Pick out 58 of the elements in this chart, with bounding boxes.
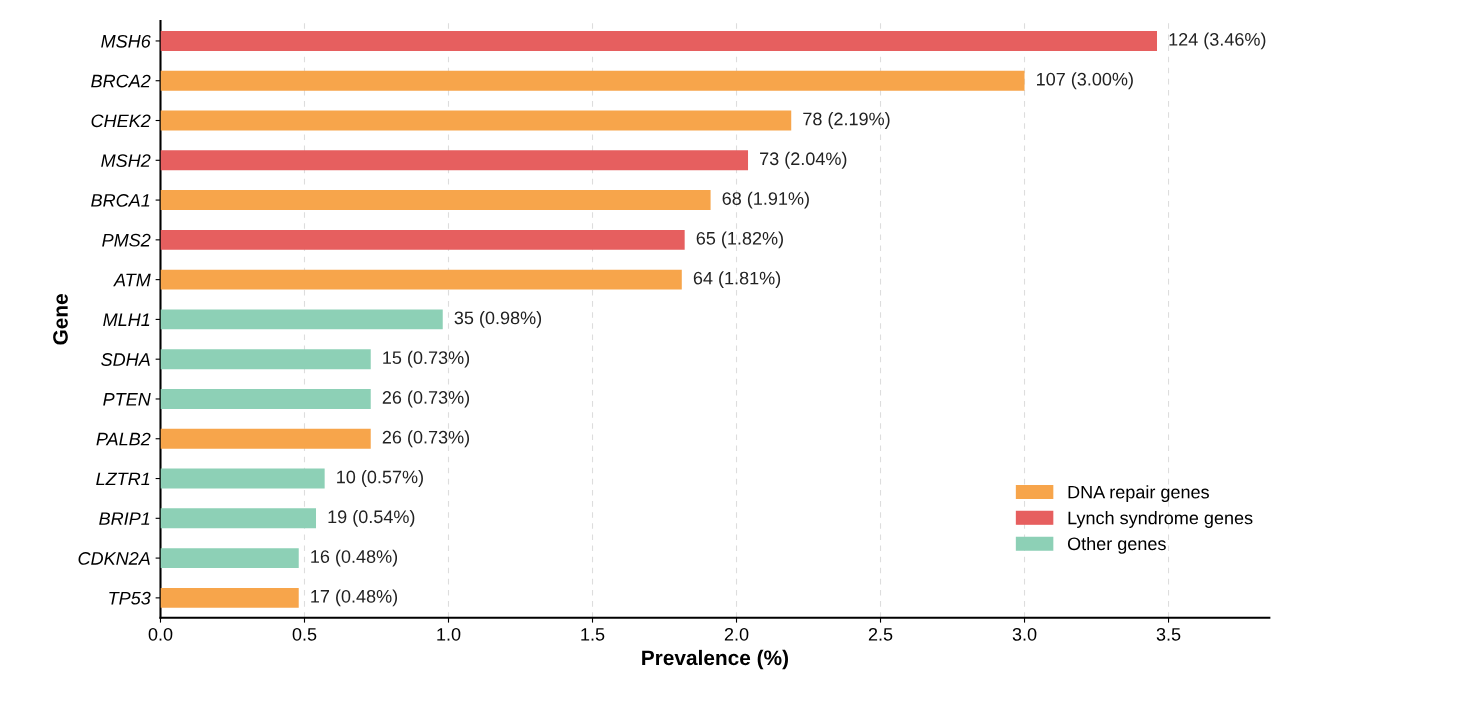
x-tick-label: 3.0 bbox=[1012, 627, 1037, 641]
x-tick-label: 1.5 bbox=[581, 628, 605, 641]
x-tick-label: 0.5 bbox=[292, 627, 317, 641]
data-label: 65 (1.82%) bbox=[696, 231, 783, 249]
x-tick-label: 1.0 bbox=[437, 627, 461, 641]
x-tick-label: 2.0 bbox=[724, 627, 749, 641]
bar bbox=[160, 508, 317, 529]
legend-label: Other genes bbox=[1067, 536, 1166, 554]
y-tick-label: TP53 bbox=[109, 591, 151, 605]
data-label: 15 (0.73%) bbox=[383, 350, 470, 368]
y-tick-label: PMS2 bbox=[102, 233, 151, 247]
data-label: 16 (0.48%) bbox=[311, 549, 398, 567]
x-tick-label: 3.5 bbox=[1156, 627, 1181, 641]
y-tick-label: CDKN2A bbox=[78, 552, 150, 565]
bar bbox=[160, 349, 371, 370]
x-axis-title: Prevalence (%) bbox=[642, 649, 788, 670]
y-tick-label: PALB2 bbox=[96, 432, 151, 446]
data-label: 35 (0.98%) bbox=[454, 310, 542, 328]
bar bbox=[160, 110, 792, 131]
x-tick-label: 0.0 bbox=[148, 627, 173, 641]
data-label: 64 (1.81%) bbox=[693, 271, 781, 289]
bar bbox=[160, 229, 685, 250]
bar bbox=[160, 31, 1158, 51]
bar bbox=[160, 70, 1025, 91]
bar bbox=[160, 587, 299, 608]
y-tick-label: CHEK2 bbox=[91, 114, 151, 128]
y-tick-label: BRIP1 bbox=[99, 512, 150, 525]
data-label: 26 (0.73%) bbox=[382, 390, 470, 408]
data-label: 124 (3.46%) bbox=[1169, 32, 1266, 50]
bar bbox=[160, 548, 299, 569]
bar bbox=[160, 428, 371, 449]
y-tick-label: PTEN bbox=[103, 393, 151, 406]
bar bbox=[160, 389, 371, 409]
y-tick-label: MSH2 bbox=[101, 154, 151, 168]
y-tick-label: MSH6 bbox=[101, 34, 151, 48]
data-label: 26 (0.73%) bbox=[382, 430, 470, 448]
y-tick-label: SDHA bbox=[101, 353, 150, 366]
bar bbox=[160, 190, 711, 211]
x-tick-label: 2.5 bbox=[868, 627, 893, 641]
data-label: 68 (1.91%) bbox=[722, 191, 809, 209]
data-label: 17 (0.48%) bbox=[311, 589, 398, 607]
bar bbox=[160, 150, 749, 171]
legend-label: Lynch syndrome genes bbox=[1068, 511, 1253, 528]
data-label: 107 (3.00%) bbox=[1037, 72, 1133, 90]
y-tick-label: LZTR1 bbox=[96, 472, 150, 486]
bar bbox=[160, 309, 443, 330]
bar bbox=[160, 269, 682, 290]
data-label: 78 (2.19%) bbox=[803, 112, 890, 129]
data-label: 73 (2.04%) bbox=[760, 151, 847, 169]
y-tick-label: ATM bbox=[113, 273, 151, 287]
data-label: 19 (0.54%) bbox=[328, 509, 415, 527]
data-label: 10 (0.57%) bbox=[337, 470, 423, 487]
y-axis-title: Gene bbox=[53, 294, 68, 345]
bar bbox=[160, 468, 325, 489]
y-tick-label: BRCA2 bbox=[91, 74, 151, 88]
legend-label: DNA repair genes bbox=[1068, 485, 1209, 503]
y-tick-label: MLH1 bbox=[103, 313, 150, 326]
y-tick-label: BRCA1 bbox=[91, 194, 150, 207]
